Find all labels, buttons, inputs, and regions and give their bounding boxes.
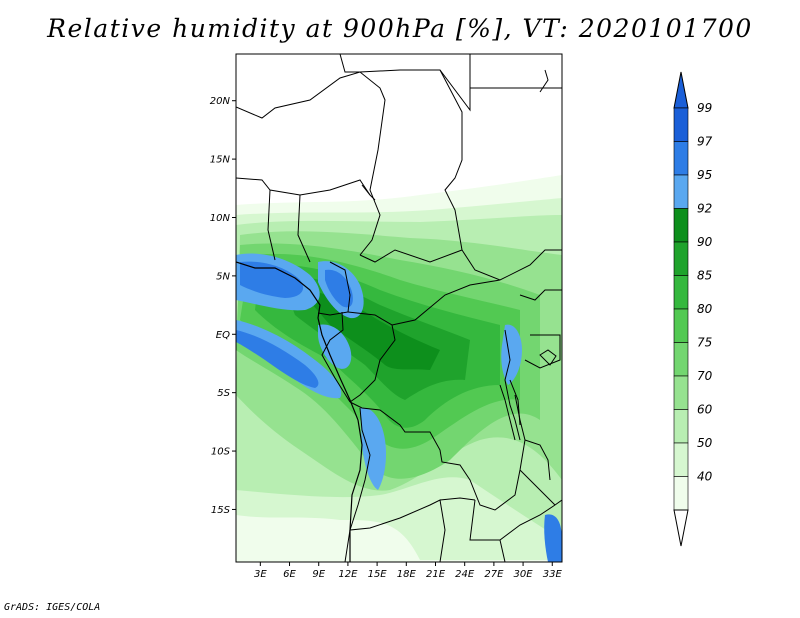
- map-frame: [235, 53, 563, 563]
- lake-outline: [499, 379, 521, 441]
- colorbar-label: 80: [697, 302, 713, 316]
- colorbar-label: 75: [697, 336, 712, 350]
- border-line: [504, 329, 521, 441]
- lon-tick-label: 15E: [368, 569, 388, 580]
- colorbar-label: 40: [697, 470, 713, 484]
- border-line: [359, 249, 463, 263]
- colorbar-swatch: [673, 275, 689, 310]
- border-line: [339, 54, 471, 112]
- border-line: [267, 189, 276, 261]
- colorbar-label: 92: [697, 202, 712, 216]
- colorbar-swatch: [673, 174, 689, 209]
- lon-tick-label: 27E: [484, 569, 504, 580]
- border-line: [469, 54, 562, 89]
- humidity-zone-97-se: [544, 514, 562, 562]
- border-line: [347, 311, 396, 403]
- colorbar-label: 99: [697, 101, 712, 115]
- border-line: [361, 184, 376, 201]
- colorbar-max-arrow: [673, 71, 689, 109]
- grads-credit: GrADS: IGES/COLA: [4, 602, 101, 613]
- border-line: [236, 71, 386, 256]
- lat-tick-label: 10S: [211, 447, 231, 458]
- colorbar-swatch: [673, 342, 689, 377]
- colorbar-swatch: [673, 375, 689, 410]
- colorbar: 99 97 95 92 90 85 80 75 70 60 50 40: [673, 71, 713, 547]
- lon-tick-label: 12E: [338, 569, 358, 580]
- lon-tick-label: 9E: [312, 569, 325, 580]
- lat-tick-label: 5S: [217, 388, 230, 399]
- border-line: [439, 69, 562, 281]
- border-line: [344, 529, 351, 562]
- border-line: [349, 394, 526, 511]
- lon-axis: 3E 6E 9E 12E 15E 18E 21E 24E 27E 30E 33E: [254, 562, 562, 580]
- map-title: Relative humidity at 900hPa [%], VT: 202…: [47, 14, 753, 43]
- colorbar-label: 50: [697, 436, 713, 450]
- lon-tick-label: 21E: [426, 569, 446, 580]
- humidity-zone-97-coast: [236, 330, 319, 388]
- colorbar-swatch: [673, 141, 689, 176]
- lon-tick-label: 3E: [254, 569, 267, 580]
- lat-tick-label: 5N: [216, 271, 230, 282]
- border-line: [519, 469, 556, 506]
- country-borders: [236, 54, 562, 562]
- colorbar-swatch: [673, 476, 689, 511]
- border-line: [349, 407, 446, 562]
- coastline: [236, 261, 363, 562]
- border-line: [297, 194, 311, 263]
- colorbar-swatch: [673, 107, 689, 142]
- colorbar-label: 60: [697, 403, 713, 417]
- colorbar-swatch: [673, 308, 689, 343]
- border-line: [524, 334, 561, 369]
- colorbar-label: 90: [697, 235, 713, 249]
- border-line: [236, 177, 371, 196]
- lake-outline: [539, 349, 557, 366]
- colorbar-swatch: [673, 409, 689, 444]
- border-line: [439, 497, 476, 501]
- lon-tick-label: 30E: [514, 569, 534, 580]
- lon-tick-label: 24E: [455, 569, 475, 580]
- lat-tick-label: 20N: [210, 96, 231, 107]
- humidity-zone-97-west: [240, 261, 304, 298]
- colorbar-swatch: [673, 208, 689, 243]
- colorbar-label: 97: [697, 135, 713, 149]
- border-line: [321, 311, 351, 403]
- lon-tick-label: 18E: [397, 569, 417, 580]
- lat-tick-label: 10N: [210, 213, 231, 224]
- humidity-zone-95-gabon: [318, 324, 352, 369]
- colorbar-label: 95: [697, 168, 712, 182]
- lon-tick-label: 6E: [283, 569, 296, 580]
- lon-tick-label: 33E: [543, 569, 563, 580]
- colorbar-swatch: [673, 241, 689, 276]
- border-line: [391, 279, 501, 326]
- humidity-zone-97-cameroon: [325, 269, 353, 308]
- humidity-zone-92: [300, 290, 440, 370]
- lat-axis: 20N 15N 10N 5N EQ 5S 10S 15S: [210, 96, 236, 516]
- humidity-field: [236, 175, 562, 562]
- border-line: [524, 439, 551, 481]
- border-line: [317, 261, 351, 316]
- border-line: [499, 539, 506, 562]
- colorbar-min-arrow: [673, 509, 689, 547]
- colorbar-label: 85: [697, 269, 712, 283]
- lat-tick-label: 15N: [210, 155, 231, 166]
- lat-tick-label: 15S: [211, 505, 231, 516]
- border-line: [539, 69, 549, 93]
- colorbar-label: 70: [697, 369, 713, 383]
- colorbar-swatch: [673, 442, 689, 477]
- humidity-zone-95-angola: [360, 407, 387, 490]
- lat-tick-label: EQ: [216, 330, 230, 341]
- border-line: [519, 289, 562, 301]
